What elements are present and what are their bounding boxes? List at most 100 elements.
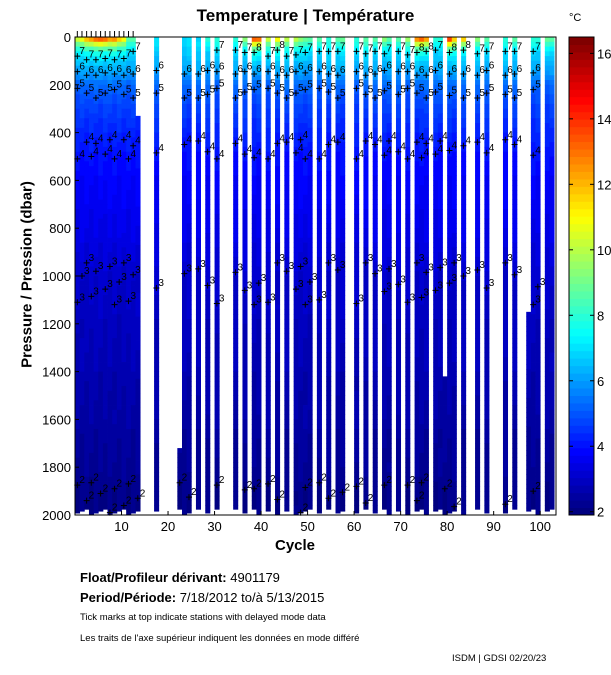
profile-cell xyxy=(98,362,104,368)
profile-cell xyxy=(372,56,378,62)
profile-cell xyxy=(205,299,211,306)
profile-cell xyxy=(298,500,304,506)
profile-cell xyxy=(316,409,322,416)
profile-cell xyxy=(302,352,308,358)
profile-cell xyxy=(433,342,439,349)
profile-cell xyxy=(256,299,262,306)
profile-cell xyxy=(84,333,90,339)
profile-cell xyxy=(340,505,346,511)
profile-cell xyxy=(79,170,85,177)
profile-cell xyxy=(112,491,118,497)
profile-cell xyxy=(135,158,141,165)
profile-cell xyxy=(186,51,192,57)
profile-cell xyxy=(195,247,201,253)
profile-cell xyxy=(242,357,248,363)
profile-cell xyxy=(84,433,90,439)
profile-cell xyxy=(205,357,211,363)
profile-cell xyxy=(93,280,99,286)
profile-cell xyxy=(251,491,257,497)
profile-cell xyxy=(126,75,132,81)
profile-cell xyxy=(316,500,322,506)
profile-cell xyxy=(186,338,192,344)
profile-cell xyxy=(461,304,467,310)
profile-cell xyxy=(79,237,85,243)
profile-cell xyxy=(284,103,290,110)
profile-cell xyxy=(442,510,448,516)
profile-cell xyxy=(93,223,99,229)
profile-cell xyxy=(423,409,429,416)
profile-cell xyxy=(242,266,248,272)
profile-cell xyxy=(382,328,388,334)
profile-cell xyxy=(135,350,141,356)
profile-cell xyxy=(335,60,341,67)
profile-cell xyxy=(214,56,220,62)
profile-cell xyxy=(395,103,402,110)
profile-cell xyxy=(251,295,257,301)
profile-cell xyxy=(326,252,332,258)
profile-cell xyxy=(461,213,467,220)
profile-cell xyxy=(335,405,341,411)
profile-cell xyxy=(275,204,281,210)
profile-cell xyxy=(256,405,262,411)
profile-cell xyxy=(433,261,439,267)
profile-cell xyxy=(275,462,281,468)
profile-cell xyxy=(84,357,90,363)
profile-cell xyxy=(93,232,99,239)
profile-cell xyxy=(340,161,346,167)
profile-cell xyxy=(121,419,127,425)
profile-cell xyxy=(186,419,192,425)
profile-cell xyxy=(386,448,392,454)
profile-cell xyxy=(205,237,211,243)
profile-cell xyxy=(102,299,108,306)
profile-cell xyxy=(135,211,141,217)
profile-cell xyxy=(214,304,220,310)
profile-cell xyxy=(451,395,457,401)
profile-cell xyxy=(307,457,313,463)
profile-cell xyxy=(233,209,239,215)
profile-cell xyxy=(88,381,95,387)
profile-cell xyxy=(395,199,402,205)
profile-cell xyxy=(135,503,141,509)
profile-cell xyxy=(275,419,281,425)
profile-cell xyxy=(79,314,85,320)
profile-cell xyxy=(79,285,85,291)
profile-cell xyxy=(251,118,257,124)
profile-cell xyxy=(102,252,108,258)
profile-cell xyxy=(335,299,341,306)
profile-cell xyxy=(88,266,95,272)
profile-cell xyxy=(298,204,304,210)
profile-cell xyxy=(461,118,467,124)
profile-cell xyxy=(265,419,271,425)
profile-cell xyxy=(437,476,443,482)
profile-cell xyxy=(98,448,104,454)
profile-cell xyxy=(326,242,332,248)
profile-cell xyxy=(293,142,299,148)
profile-cell xyxy=(298,304,304,310)
profile-cell xyxy=(214,118,220,124)
profile-cell xyxy=(130,199,136,205)
profile-cell xyxy=(79,400,85,406)
profile-cell xyxy=(395,419,402,425)
profile-cell xyxy=(386,156,392,162)
profile-cell xyxy=(186,237,192,243)
profile-cell xyxy=(116,70,122,76)
profile-cell xyxy=(242,333,248,339)
profile-cell xyxy=(84,113,90,119)
profile-cell xyxy=(433,405,439,411)
profile-cell xyxy=(335,261,341,267)
profile-cell xyxy=(447,347,453,353)
profile-cell xyxy=(135,254,141,260)
profile-cell xyxy=(154,419,160,425)
profile-cell xyxy=(88,500,95,506)
profile-cell xyxy=(354,462,360,468)
profile-cell xyxy=(293,304,299,310)
profile-cell xyxy=(84,37,90,43)
profile-cell xyxy=(79,46,85,52)
profile-cell xyxy=(419,280,425,286)
profile-cell xyxy=(116,352,122,358)
profile-cell xyxy=(354,428,360,435)
profile-cell xyxy=(395,400,402,406)
profile-cell xyxy=(302,127,308,133)
profile-cell xyxy=(354,194,360,200)
profile-cell xyxy=(186,170,192,177)
